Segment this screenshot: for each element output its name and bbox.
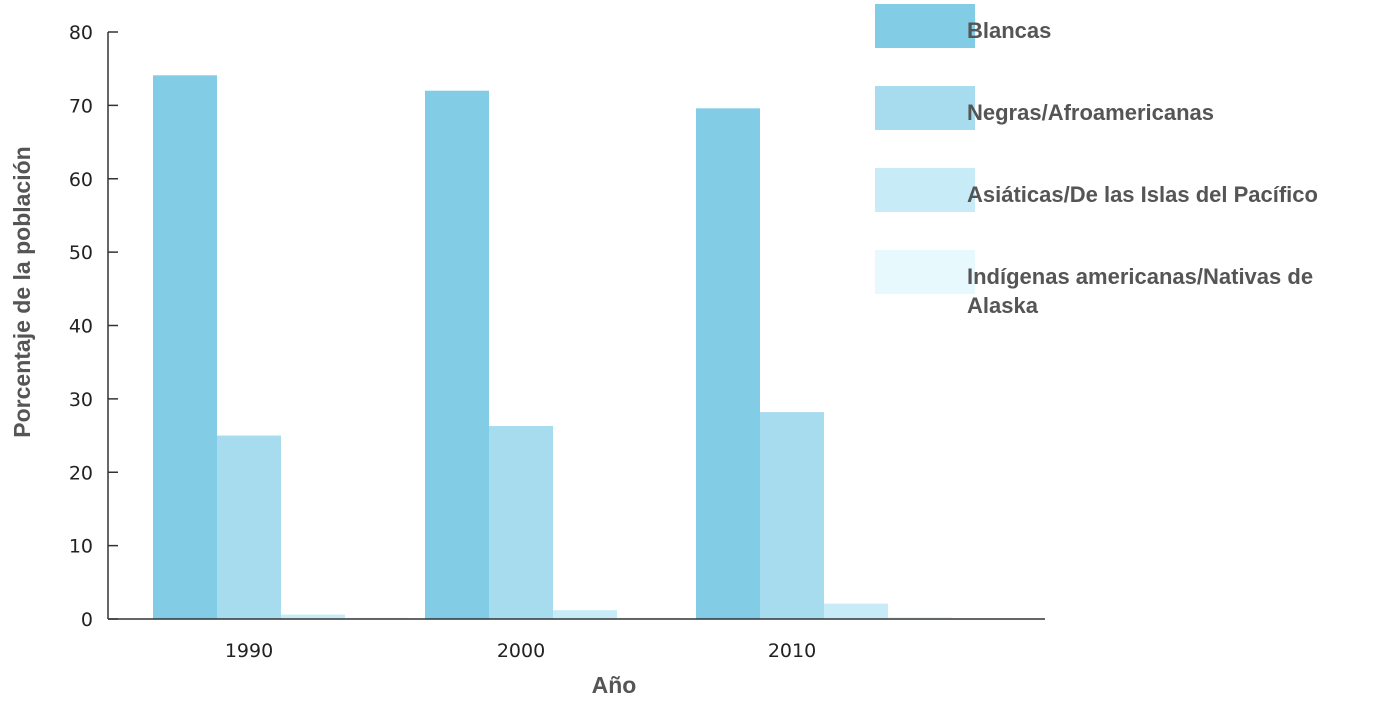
bar-2000-series-3 <box>553 610 617 619</box>
x-ticks-group: 1990 2000 2010 <box>225 640 816 662</box>
bar-2010-series-3 <box>824 603 888 619</box>
y-tick-label: 10 <box>69 536 93 558</box>
legend-swatch-4 <box>875 250 975 294</box>
y-tick-label: 60 <box>69 169 93 191</box>
y-ticks-group: 0 10 20 30 40 50 60 70 80 <box>69 22 118 631</box>
y-tick-label: 20 <box>69 462 93 484</box>
legend-label-1: Blancas <box>967 18 1051 43</box>
legend: Blancas Negras/Afroamericanas Asiáticas/De… <box>875 4 1318 318</box>
legend-label-2: Negras/Afroamericanas <box>967 100 1214 125</box>
legend-swatch-2 <box>875 86 975 130</box>
y-axis-title: Porcentaje de la población <box>9 146 35 437</box>
y-tick-label: 50 <box>69 242 93 264</box>
bars-group <box>153 75 952 619</box>
y-tick-label: 80 <box>69 22 93 44</box>
legend-swatch-1 <box>875 4 975 48</box>
legend-label-3: Asiáticas/De las Islas del Pacífico <box>967 182 1318 207</box>
bar-1990-series-3 <box>281 614 345 619</box>
y-tick-label: 30 <box>69 389 93 411</box>
legend-swatch-3 <box>875 168 975 212</box>
x-tick-label: 2000 <box>497 640 545 662</box>
x-tick-label: 2010 <box>768 640 816 662</box>
bar-1990-series-1 <box>153 75 217 619</box>
bar-2010-series-4 <box>888 616 952 619</box>
x-axis-title: Año <box>592 672 637 698</box>
bar-1990-series-2 <box>217 435 281 619</box>
x-tick-label: 1990 <box>225 640 273 662</box>
bar-2010-series-1 <box>696 108 760 619</box>
y-tick-label: 40 <box>69 316 93 338</box>
y-tick-label: 70 <box>69 95 93 117</box>
bar-2000-series-2 <box>489 426 553 619</box>
y-tick-label: 0 <box>81 609 93 631</box>
legend-label-4: Indígenas americanas/Nativas de Alaska <box>967 264 1313 318</box>
bar-2000-series-1 <box>425 90 489 619</box>
bar-2010-series-2 <box>760 412 824 619</box>
